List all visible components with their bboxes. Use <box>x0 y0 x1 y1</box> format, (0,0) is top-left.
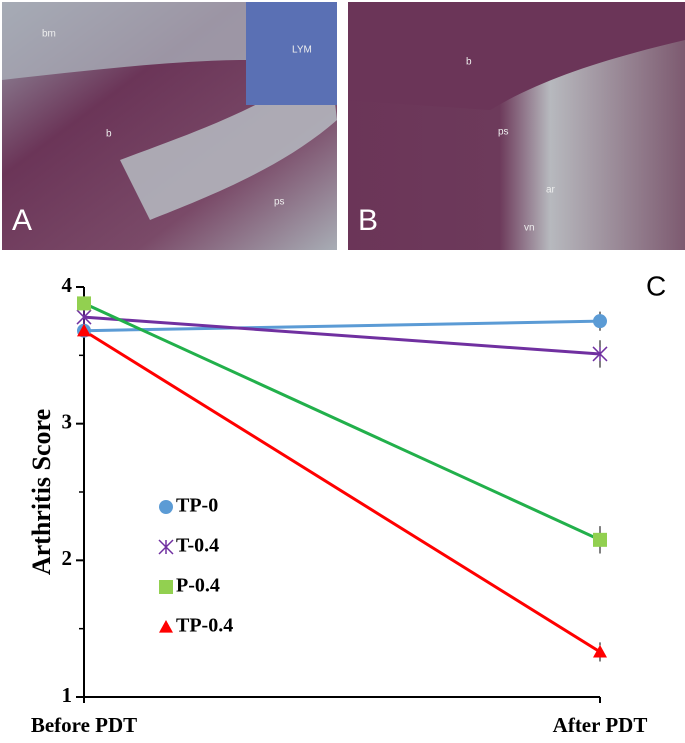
x-tick-label: Before PDT <box>31 713 137 737</box>
marker <box>593 644 607 658</box>
tissue <box>2 2 246 80</box>
legend-label: P-0.4 <box>176 575 220 597</box>
x-tick-label: After PDT <box>553 713 648 737</box>
marker <box>593 314 607 329</box>
annotation: ar <box>546 185 556 196</box>
annotation: LYM <box>292 45 312 56</box>
marker <box>158 539 174 555</box>
annotation: ps <box>274 197 285 208</box>
tissue <box>348 2 685 110</box>
marker <box>159 580 173 594</box>
series-line <box>83 329 601 654</box>
legend-label: TP-0.4 <box>176 615 233 637</box>
panel-b <box>348 2 685 250</box>
marker <box>76 309 92 325</box>
panel-a <box>2 2 337 250</box>
annotation: ps <box>498 127 509 138</box>
series-line <box>83 302 601 542</box>
inset <box>246 2 337 105</box>
annotation: b <box>106 129 112 140</box>
panel-label: B <box>358 204 378 237</box>
annotation: bm <box>42 29 56 40</box>
panel-label: C <box>646 270 666 301</box>
panel-label: A <box>12 204 32 237</box>
marker <box>592 346 608 362</box>
annotation: b <box>466 57 472 68</box>
marker <box>77 296 91 311</box>
marker <box>159 500 173 514</box>
y-tick-label: 3 <box>62 409 73 433</box>
marker <box>593 532 607 547</box>
marker <box>159 620 173 633</box>
y-tick-label: 1 <box>62 683 73 707</box>
y-tick-label: 2 <box>62 546 73 570</box>
series-line <box>83 319 601 333</box>
marker <box>77 323 91 337</box>
annotation: vn <box>524 223 535 234</box>
legend-label: T-0.4 <box>176 535 219 557</box>
y-tick-label: 4 <box>62 273 73 297</box>
series-line <box>83 315 601 356</box>
y-axis-title: Arthritis Score <box>27 409 56 575</box>
legend-label: TP-0 <box>176 495 218 517</box>
